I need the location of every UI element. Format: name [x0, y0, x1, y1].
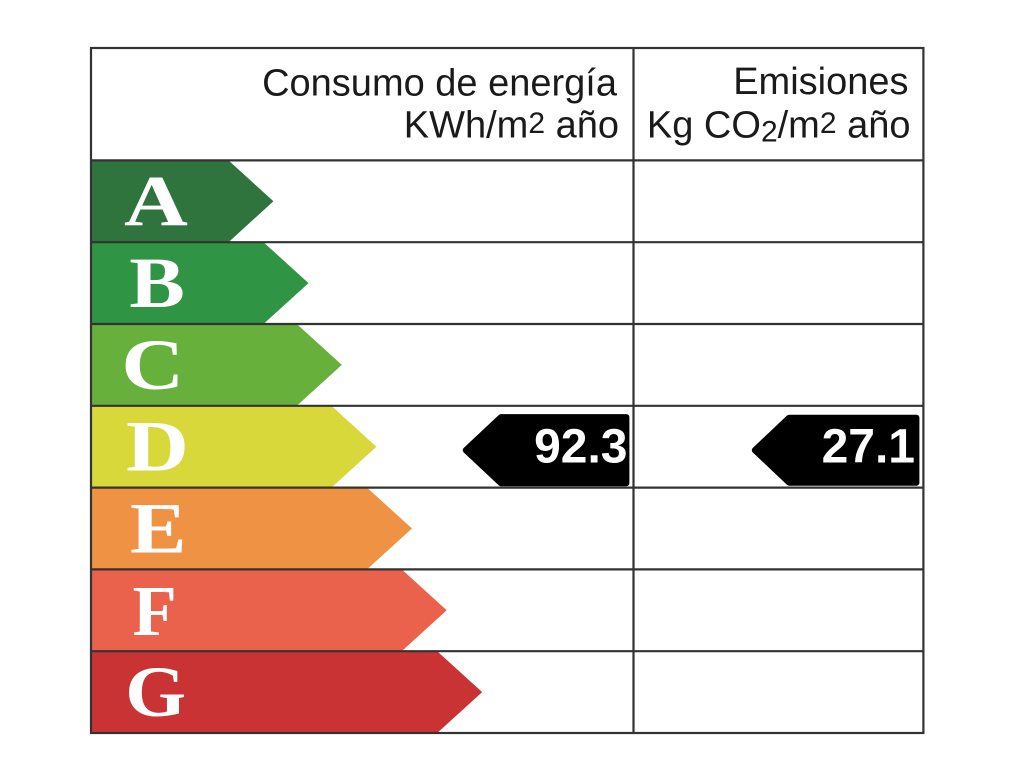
svg-text:KWh/m2 año: KWh/m2 año — [404, 104, 619, 146]
svg-text:G: G — [125, 653, 186, 733]
svg-text:F: F — [133, 570, 177, 651]
svg-text:Consumo de energía: Consumo de energía — [262, 62, 618, 104]
svg-text:A: A — [124, 162, 188, 242]
svg-text:B: B — [129, 242, 185, 323]
svg-text:Emisiones: Emisiones — [733, 61, 908, 103]
svg-text:E: E — [130, 489, 187, 569]
svg-text:C: C — [121, 326, 184, 406]
svg-text:27.1: 27.1 — [822, 421, 915, 474]
svg-text:Kg CO2/m2 año: Kg CO2/m2 año — [647, 104, 911, 148]
svg-text:92.3: 92.3 — [534, 421, 627, 474]
svg-text:D: D — [126, 407, 189, 487]
